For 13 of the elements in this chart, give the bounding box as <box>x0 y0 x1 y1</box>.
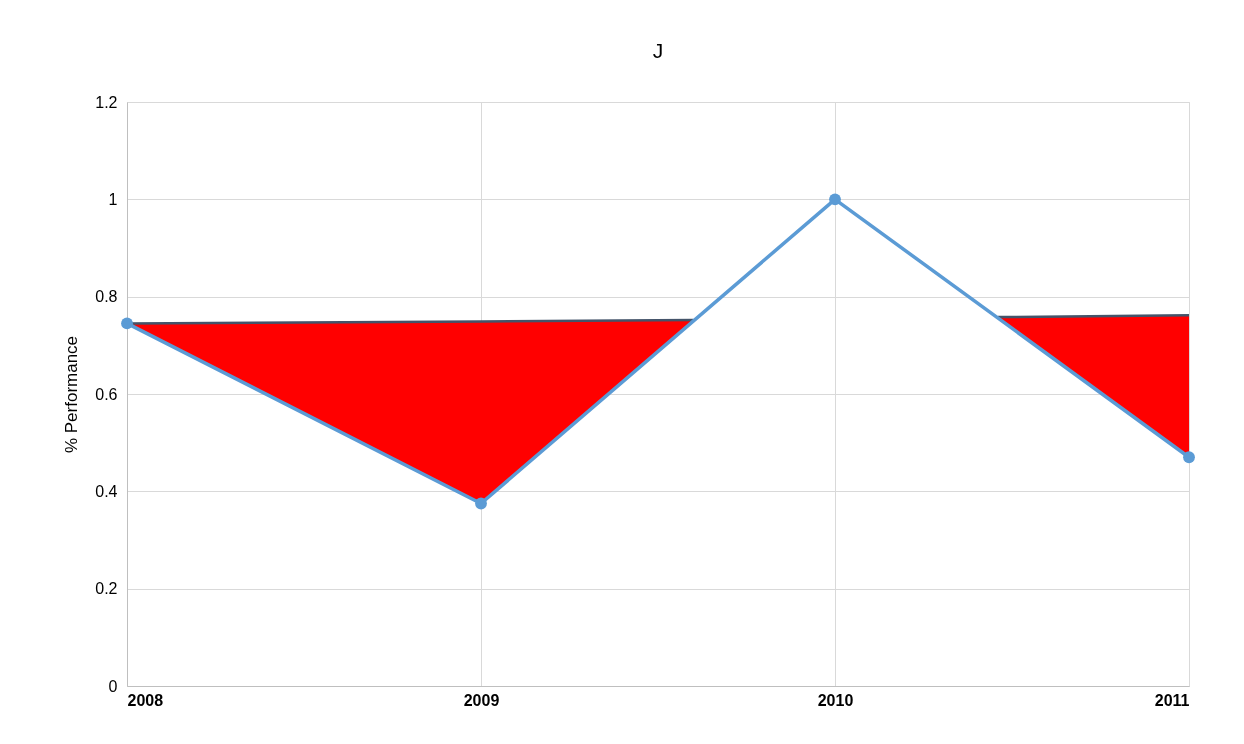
x-tick-label: 2008 <box>127 691 164 709</box>
y-tick-label: 0.4 <box>95 482 118 500</box>
y-tick-label: 0.2 <box>95 580 118 598</box>
x-tick-label: 2010 <box>817 691 854 709</box>
y-tick-label: 1 <box>108 190 118 208</box>
y-tick-label: 1.2 <box>95 93 118 111</box>
y-tick-label: 0.6 <box>95 385 118 403</box>
y-tick-label: 0.8 <box>95 288 118 306</box>
x-tick-label: 2009 <box>463 691 500 709</box>
y-tick-label: 0 <box>108 677 118 695</box>
chart-title: J <box>652 39 664 62</box>
y-axis-title: % Performance <box>62 335 82 454</box>
x-tick-label: 2011 <box>1154 691 1190 709</box>
